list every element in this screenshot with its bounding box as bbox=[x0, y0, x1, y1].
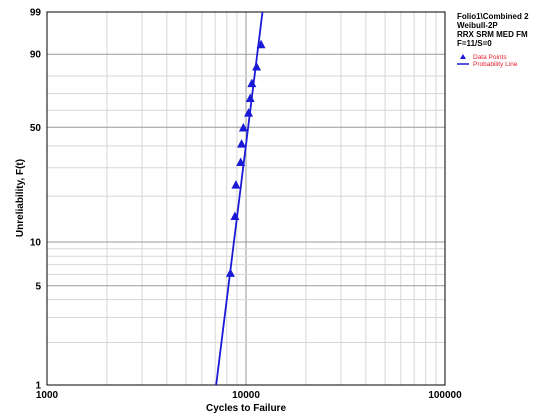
y-tick-label: 99 bbox=[30, 8, 42, 19]
data-point-marker bbox=[238, 122, 248, 132]
data-series bbox=[215, 12, 266, 385]
data-point-marker bbox=[237, 139, 247, 148]
legend-data-points-label: Data Points bbox=[473, 54, 507, 61]
legend-count-line: F=11/S=0 bbox=[457, 39, 492, 48]
y-tick-label: 5 bbox=[35, 281, 41, 292]
grid-lines bbox=[47, 12, 445, 385]
legend-distribution-line: Weibull-2P bbox=[457, 21, 498, 30]
legend-method-line: RRX SRM MED FM bbox=[457, 30, 528, 39]
axis-tick-labels: 1000 10000 100000 1 5 10 50 90 99 bbox=[30, 8, 462, 402]
y-axis-title: Unreliability, F(t) bbox=[15, 159, 26, 237]
legend-probability-line-label: Probability Line bbox=[473, 61, 518, 68]
y-tick-label: 1 bbox=[35, 381, 41, 392]
data-point-marker bbox=[244, 108, 254, 117]
data-point-marker bbox=[225, 268, 235, 277]
data-point-marker bbox=[231, 180, 241, 189]
legend: Folio1\Combined 2 Weibull-2P RRX SRM MED… bbox=[457, 12, 529, 68]
plot-area-frame bbox=[46, 11, 446, 386]
data-point-marker bbox=[230, 211, 240, 220]
clipped-series-group bbox=[215, 12, 264, 385]
x-tick-label: 1000 bbox=[36, 390, 59, 401]
x-axis-title: Cycles to Failure bbox=[206, 403, 286, 414]
x-tick-label: 100000 bbox=[428, 390, 462, 401]
legend-data-points-marker bbox=[460, 54, 466, 59]
y-tick-label: 90 bbox=[30, 50, 42, 61]
data-point-marker bbox=[245, 93, 255, 103]
data-point-marker bbox=[256, 39, 266, 49]
probability-line bbox=[215, 12, 264, 385]
y-tick-label: 50 bbox=[30, 123, 42, 134]
x-tick-label: 10000 bbox=[232, 390, 260, 401]
y-tick-label: 10 bbox=[30, 237, 42, 248]
data-point-marker bbox=[252, 62, 262, 71]
data-point-marker bbox=[247, 78, 257, 88]
legend-folio-line: Folio1\Combined 2 bbox=[457, 12, 529, 21]
data-point-marker bbox=[236, 157, 246, 167]
